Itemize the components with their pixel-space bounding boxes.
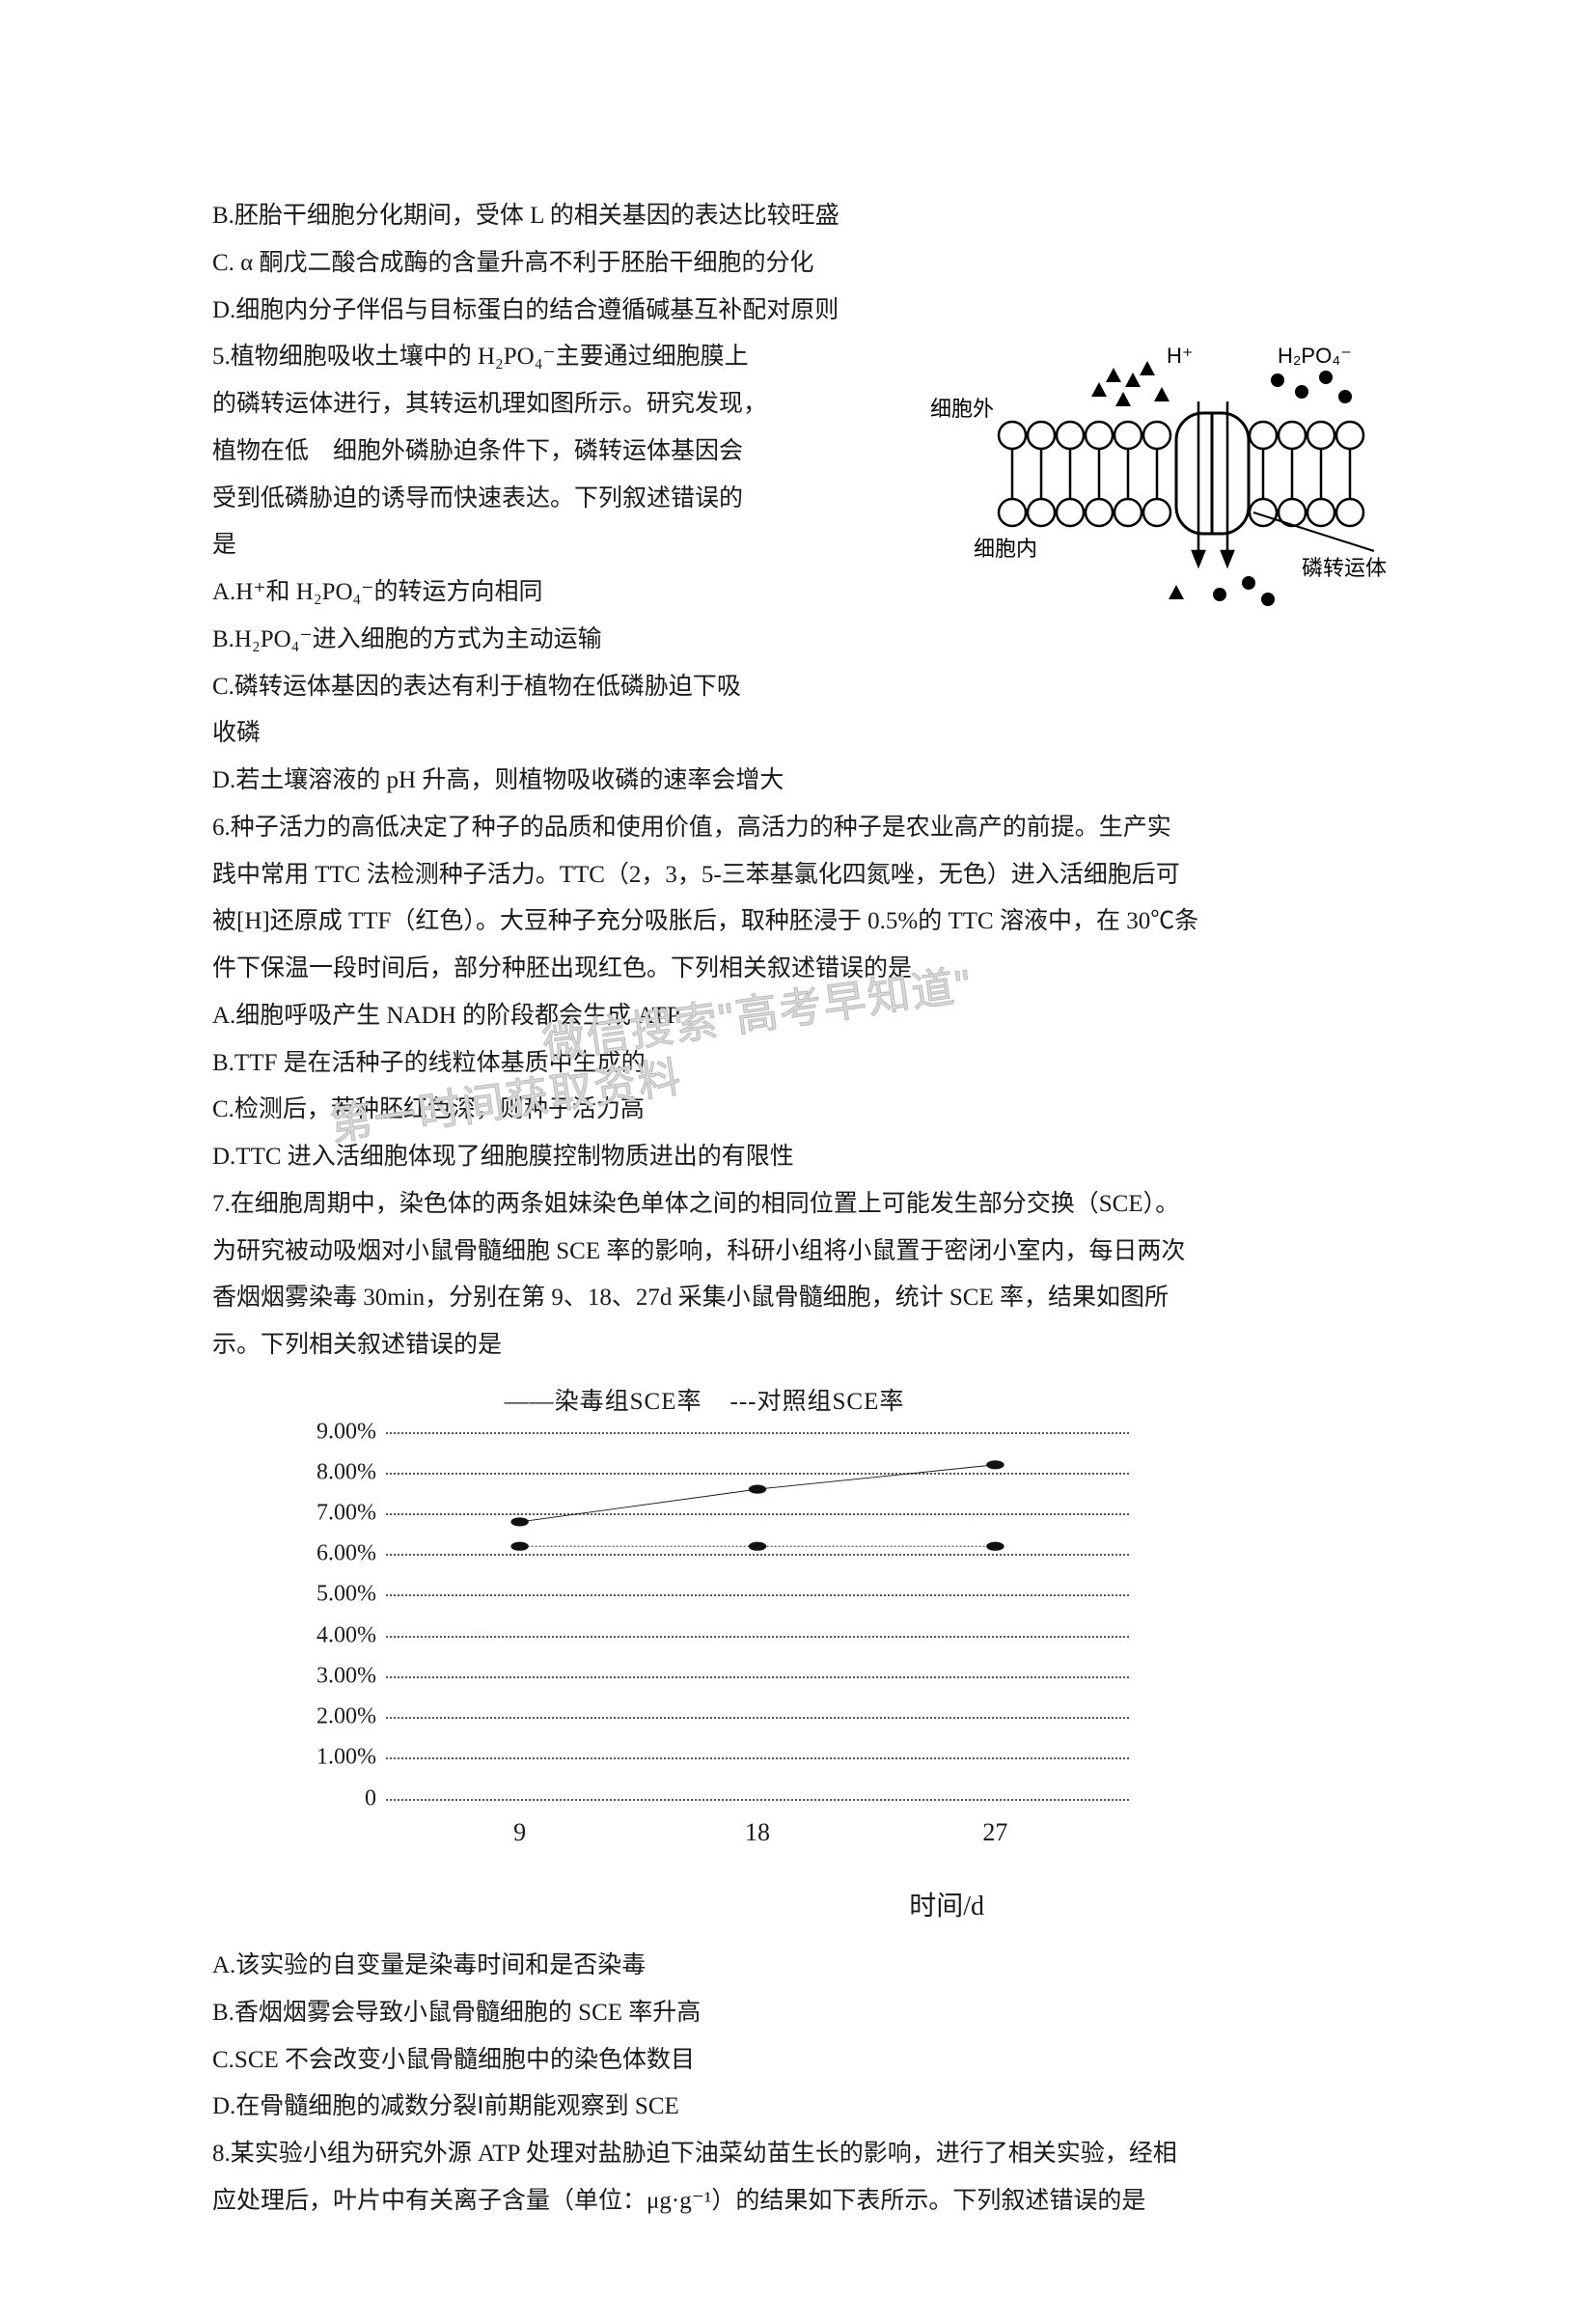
text-line: 5.植物细胞吸收土壤中的 H₂PO₄⁻主要通过细胞膜上 — [212, 334, 878, 381]
hplus-markers — [1091, 361, 1169, 406]
y-tick-label: 0 — [270, 1776, 376, 1821]
x-tick-label: 9 — [513, 1809, 526, 1858]
text-line: B.香烟烟雾会导致小鼠骨髓细胞的 SCE 率升高 — [212, 1990, 1384, 2037]
y-tick-label: 1.00% — [270, 1735, 376, 1781]
text-line: 8.某实验小组为研究外源 ATP 处理对盐胁迫下油菜幼苗生长的影响，进行了相关实… — [212, 2131, 1384, 2178]
diagram-label-outside: 细胞外 — [930, 397, 994, 421]
text-line: A.细胞呼吸产生 NADH 的阶段都会生成 ATP — [212, 993, 1384, 1040]
text-line: C.SCE 不会改变小鼠骨髓细胞中的染色体数目 — [212, 2037, 1384, 2085]
diagram-label-inside: 细胞内 — [974, 537, 1037, 561]
legend-series1: ——染毒组SCE率 — [505, 1389, 702, 1415]
chart-xlabels: 91827 — [386, 1809, 1129, 1847]
page-content: B.胚胎干细胞分化期间，受体 L 的相关基因的表达比较旺盛 C. α 酮戊二酸合… — [0, 0, 1596, 2322]
diagram-label-h2po4: H₂PO₄⁻ — [1278, 344, 1352, 368]
text-line: C.检测后，若种胚红色深，则种子活力高 — [212, 1087, 1384, 1134]
y-tick-label: 8.00% — [270, 1450, 376, 1495]
chart-legend: ——染毒组SCE率 ---对照组SCE率 — [270, 1379, 1139, 1432]
text-line: 践中常用 TTC 法检测种子活力。TTC（2，3，5-三苯基氯化四氮唑，无色）进… — [212, 852, 1384, 899]
text-line: D.TTC 进入活细胞体现了细胞膜控制物质进出的有限性 — [212, 1134, 1384, 1181]
y-tick-label: 7.00% — [270, 1491, 376, 1536]
y-tick-label: 6.00% — [270, 1532, 376, 1577]
h2po4-markers — [1271, 371, 1352, 403]
bottom-markers — [1169, 576, 1275, 606]
legend-series2: ---对照组SCE率 — [730, 1389, 905, 1415]
y-tick-label: 4.00% — [270, 1613, 376, 1658]
text-line: 香烟烟雾染毒 30min，分别在第 9、18、27d 采集小鼠骨髓细胞，统计 S… — [212, 1275, 1384, 1322]
membrane-diagram: H⁺ H₂PO₄⁻ 细胞外 — [921, 334, 1413, 623]
y-tick-label: 5.00% — [270, 1572, 376, 1617]
text-line: B.H₂PO₄⁻进入细胞的方式为主动运输 — [212, 617, 878, 664]
chart-x-title: 时间/d — [270, 1881, 1139, 1934]
question-5-text: 5.植物细胞吸收土壤中的 H₂PO₄⁻主要通过细胞膜上 的磷转运体进行，其转运机… — [212, 334, 878, 663]
diagram-label-transporter: 磷转运体 — [1302, 556, 1387, 580]
question-5-block: 5.植物细胞吸收土壤中的 H₂PO₄⁻主要通过细胞膜上 的磷转运体进行，其转运机… — [212, 334, 1384, 663]
text-line: 的磷转运体进行，其转运机理如图所示。研究发现， — [212, 381, 878, 428]
text-line: 7.在细胞周期中，染色体的两条姐妹染色单体之间的相同位置上可能发生部分交换（SC… — [212, 1181, 1384, 1229]
y-tick-label: 2.00% — [270, 1695, 376, 1740]
text-line: 示。下列相关叙述错误的是 — [212, 1322, 1384, 1369]
text-line: A.该实验的自变量是染毒时间和是否染毒 — [212, 1943, 1384, 1990]
text-line: A.H⁺和 H₂PO₄⁻的转运方向相同 — [212, 569, 878, 617]
x-tick-label: 18 — [745, 1809, 770, 1858]
text-line: 应处理后，叶片中有关离子含量（单位：μg·g⁻¹）的结果如下表所示。下列叙述错误… — [212, 2178, 1384, 2225]
text-line: B.TTF 是在活种子的线粒体基质中生成的 — [212, 1040, 1384, 1088]
text-line: 收磷 — [212, 710, 1384, 758]
text-line: C. α 酮戊二酸合成酶的含量升高不利于胚胎干细胞的分化 — [212, 240, 1384, 288]
text-line: C.磷转运体基因的表达有利于植物在低磷胁迫下吸 — [212, 664, 1384, 711]
text-line: 植物在低 细胞外磷胁迫条件下，磷转运体基因会 — [212, 428, 878, 476]
chart-grid — [386, 1432, 1129, 1799]
text-line: D.细胞内分子伴侣与目标蛋白的结合遵循碱基互补配对原则 — [212, 288, 1384, 335]
text-line: 件下保温一段时间后，部分种胚出现红色。下列相关叙述错误的是 — [212, 946, 1384, 993]
x-tick-label: 27 — [982, 1809, 1007, 1858]
y-tick-label: 9.00% — [270, 1409, 376, 1454]
y-tick-label: 3.00% — [270, 1653, 376, 1699]
sce-chart: ——染毒组SCE率 ---对照组SCE率 9.00%8.00%7.00%6.00… — [270, 1379, 1139, 1933]
text-line: B.胚胎干细胞分化期间，受体 L 的相关基因的表达比较旺盛 — [212, 193, 1384, 240]
text-line: 被[H]还原成 TTF（红色）。大豆种子充分吸胀后，取种胚浸于 0.5%的 TT… — [212, 898, 1384, 946]
text-line: D.若土壤溶液的 pH 升高，则植物吸收磷的速率会增大 — [212, 758, 1384, 805]
text-line: 是 — [212, 522, 878, 569]
text-line: D.在骨髓细胞的减数分裂Ⅰ前期能观察到 SCE — [212, 2084, 1384, 2131]
diagram-label-hplus: H⁺ — [1167, 344, 1194, 368]
transporter-protein — [1176, 413, 1249, 534]
text-line: 为研究被动吸烟对小鼠骨髓细胞 SCE 率的影响，科研小组将小鼠置于密闭小室内，每… — [212, 1229, 1384, 1276]
text-line: 受到低磷胁迫的诱导而快速表达。下列叙述错误的 — [212, 476, 878, 523]
chart-body: 9.00%8.00%7.00%6.00%5.00%4.00%3.00%2.00%… — [270, 1432, 1139, 1838]
text-line: 6.种子活力的高低决定了种子的品质和使用价值，高活力的种子是农业高产的前提。生产… — [212, 805, 1384, 852]
